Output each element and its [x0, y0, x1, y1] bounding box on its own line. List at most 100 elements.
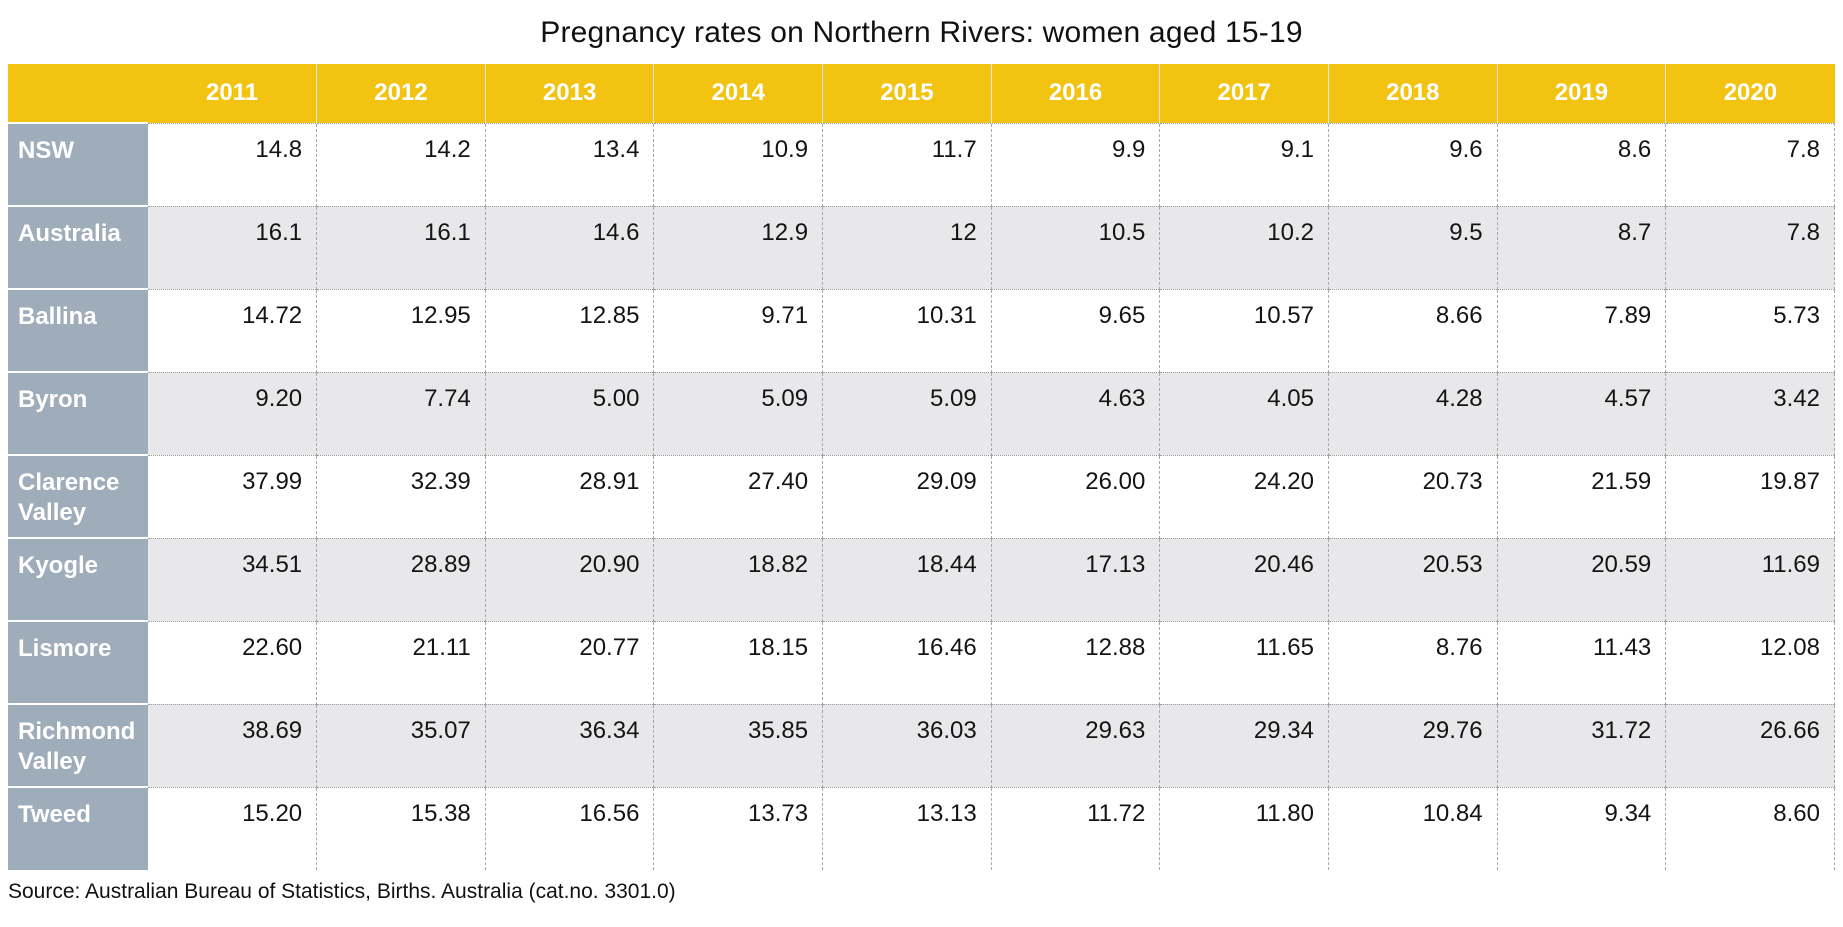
value-cell: 12 — [822, 205, 992, 289]
value-cell: 11.43 — [1497, 620, 1667, 704]
value-cell: 8.7 — [1497, 205, 1667, 289]
row-label: Richmond Valley — [8, 703, 148, 787]
value-cell: 8.6 — [1497, 122, 1667, 206]
value-cell: 29.34 — [1159, 703, 1329, 787]
value-cell: 13.4 — [485, 122, 655, 206]
value-cell: 20.53 — [1328, 537, 1498, 621]
value-cell: 7.74 — [316, 371, 486, 455]
value-cell: 8.76 — [1328, 620, 1498, 704]
value-cell: 16.46 — [822, 620, 992, 704]
value-cell: 9.65 — [991, 288, 1161, 372]
table-row: Clarence Valley 37.99 32.39 28.91 27.40 29.09… — [8, 454, 1835, 538]
table-row: Byron 9.20 7.74 5.00 5.09 5.09 4.63 4.05 4.28 4.5… — [8, 371, 1835, 455]
value-cell: 5.09 — [653, 371, 824, 455]
value-cell: 12.95 — [316, 288, 486, 372]
page-title: Pregnancy rates on Northern Rivers: wome… — [540, 16, 1303, 49]
value-cell: 5.73 — [1665, 288, 1835, 372]
value-cell: 35.07 — [316, 703, 486, 787]
value-cell: 16.1 — [148, 205, 318, 289]
value-cell: 29.63 — [991, 703, 1161, 787]
table-row: Australia 16.1 16.1 14.6 12.9 12 10.5 10.2 9.5 8.… — [8, 205, 1835, 289]
value-cell: 27.40 — [653, 454, 824, 538]
table-row: Lismore 22.60 21.11 20.77 18.15 16.46 12.88 11.… — [8, 620, 1835, 704]
row-label: Tweed — [8, 786, 148, 870]
value-cell: 21.59 — [1497, 454, 1667, 538]
value-cell: 11.7 — [822, 122, 992, 206]
table-row: NSW 14.8 14.2 13.4 10.9 11.7 9.9 9.1 9.6 8.6 7.8 — [8, 122, 1835, 206]
value-cell: 26.00 — [991, 454, 1161, 538]
value-cell: 10.9 — [653, 122, 824, 206]
value-cell: 32.39 — [316, 454, 486, 538]
value-cell: 16.56 — [485, 786, 655, 870]
year-header: 2015 — [822, 64, 992, 123]
table-row: Richmond Valley 38.69 35.07 36.34 35.85 36.03… — [8, 703, 1835, 787]
value-cell: 13.13 — [822, 786, 992, 870]
value-cell: 9.71 — [653, 288, 824, 372]
value-cell: 4.28 — [1328, 371, 1498, 455]
row-label: Lismore — [8, 620, 148, 704]
value-cell: 35.85 — [653, 703, 824, 787]
value-cell: 5.00 — [485, 371, 655, 455]
value-cell: 9.20 — [148, 371, 318, 455]
value-cell: 9.9 — [991, 122, 1161, 206]
value-cell: 19.87 — [1665, 454, 1835, 538]
year-header-row: 2011 2012 2013 2014 2015 2016 2017 2018 2019 2020 — [8, 64, 1835, 123]
value-cell: 12.08 — [1665, 620, 1835, 704]
year-header: 2018 — [1328, 64, 1498, 123]
value-cell: 10.57 — [1159, 288, 1329, 372]
value-cell: 15.38 — [316, 786, 486, 870]
table-row: Ballina 14.72 12.95 12.85 9.71 10.31 9.65 10.57… — [8, 288, 1835, 372]
value-cell: 11.69 — [1665, 537, 1835, 621]
value-cell: 9.5 — [1328, 205, 1498, 289]
year-header: 2020 — [1665, 64, 1835, 123]
source-note: Source: Australian Bureau of Statistics,… — [8, 879, 676, 903]
value-cell: 31.72 — [1497, 703, 1667, 787]
value-cell: 20.73 — [1328, 454, 1498, 538]
value-cell: 11.72 — [991, 786, 1161, 870]
value-cell: 5.09 — [822, 371, 992, 455]
row-label: Ballina — [8, 288, 148, 372]
pregnancy-rates-table: 2011 2012 2013 2014 2015 2016 2017 2018 2019 2020… — [8, 64, 1835, 870]
value-cell: 9.34 — [1497, 786, 1667, 870]
value-cell: 16.1 — [316, 205, 486, 289]
row-label: Byron — [8, 371, 148, 455]
value-cell: 7.8 — [1665, 205, 1835, 289]
value-cell: 37.99 — [148, 454, 318, 538]
value-cell: 10.5 — [991, 205, 1161, 289]
year-header: 2014 — [653, 64, 824, 123]
year-header: 2016 — [991, 64, 1161, 123]
value-cell: 24.20 — [1159, 454, 1329, 538]
value-cell: 18.82 — [653, 537, 824, 621]
table-header: 2011 2012 2013 2014 2015 2016 2017 2018 2019 2020 — [8, 64, 1835, 123]
value-cell: 22.60 — [148, 620, 318, 704]
value-cell: 29.76 — [1328, 703, 1498, 787]
value-cell: 9.1 — [1159, 122, 1329, 206]
value-cell: 4.57 — [1497, 371, 1667, 455]
value-cell: 13.73 — [653, 786, 824, 870]
year-header: 2019 — [1497, 64, 1667, 123]
row-label: NSW — [8, 122, 148, 206]
value-cell: 15.20 — [148, 786, 318, 870]
value-cell: 29.09 — [822, 454, 992, 538]
value-cell: 3.42 — [1665, 371, 1835, 455]
value-cell: 4.05 — [1159, 371, 1329, 455]
value-cell: 9.6 — [1328, 122, 1498, 206]
value-cell: 20.77 — [485, 620, 655, 704]
value-cell: 8.66 — [1328, 288, 1498, 372]
value-cell: 14.8 — [148, 122, 318, 206]
value-cell: 14.72 — [148, 288, 318, 372]
value-cell: 11.80 — [1159, 786, 1329, 870]
value-cell: 7.8 — [1665, 122, 1835, 206]
value-cell: 11.65 — [1159, 620, 1329, 704]
table-body: NSW 14.8 14.2 13.4 10.9 11.7 9.9 9.1 9.6 8.6 7.8 Au… — [8, 122, 1835, 870]
value-cell: 20.90 — [485, 537, 655, 621]
year-header: 2017 — [1159, 64, 1329, 123]
value-cell: 7.89 — [1497, 288, 1667, 372]
value-cell: 12.9 — [653, 205, 824, 289]
value-cell: 20.46 — [1159, 537, 1329, 621]
value-cell: 21.11 — [316, 620, 486, 704]
value-cell: 18.15 — [653, 620, 824, 704]
value-cell: 8.60 — [1665, 786, 1835, 870]
value-cell: 28.91 — [485, 454, 655, 538]
value-cell: 18.44 — [822, 537, 992, 621]
